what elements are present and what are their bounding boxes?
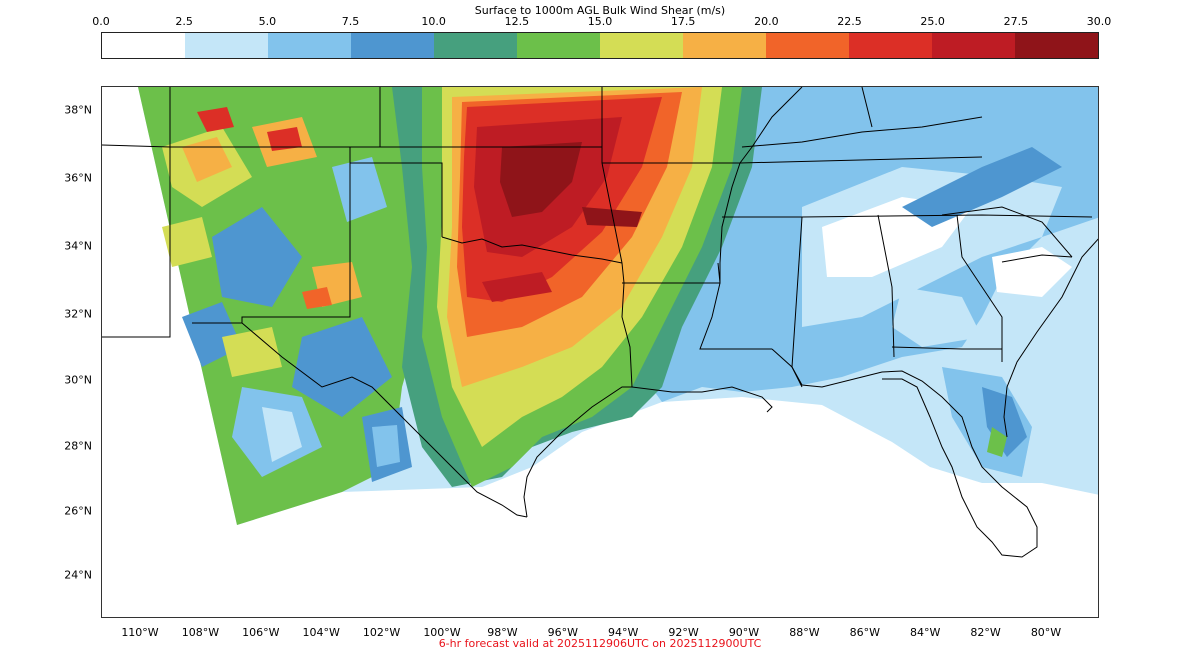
colorbar-tick-label: 2.5 — [175, 15, 193, 28]
colorbar-tick-label: 17.5 — [670, 15, 696, 28]
colorbar-tick-labels: 0.0 2.5 5.0 7.5 10.0 12.5 15.0 17.5 20.0 22.5 25.0… — [0, 15, 1200, 29]
field-west-speckle — [162, 107, 412, 482]
coastlines — [192, 238, 1098, 558]
colorbar-tick-label: 12.5 — [504, 15, 530, 28]
colorbar-segment — [268, 33, 351, 58]
colorbar-segment — [102, 33, 185, 58]
latitude-label: 26°N — [64, 504, 92, 518]
colorbar-segment — [1015, 33, 1098, 58]
longitude-label: 92°W — [668, 626, 699, 639]
longitude-label: 86°W — [849, 626, 880, 639]
longitude-label: 88°W — [789, 626, 820, 639]
colorbar-tick-label: 27.5 — [1003, 15, 1029, 28]
colorbar-tick-label: 30.0 — [1086, 15, 1112, 28]
latitude-label: 36°N — [64, 171, 92, 185]
colorbar-segment — [600, 33, 683, 58]
wind-shear-map — [102, 87, 1098, 558]
longitude-label: 108°W — [181, 626, 220, 639]
longitude-label: 90°W — [728, 626, 760, 639]
colorbar-tick-label: 25.0 — [920, 15, 945, 28]
shear-field — [138, 87, 1098, 525]
longitude-label: 98°W — [487, 626, 518, 639]
forecast-caption: 6-hr forecast valid at 2025112906UTC on … — [438, 637, 762, 650]
field-core-maroon — [500, 142, 582, 217]
longitude-label: 102°W — [362, 626, 401, 639]
longitude-label: 82°W — [970, 626, 1001, 639]
colorbar-tick-label: 20.0 — [754, 15, 779, 28]
colorbar-tick-label: 15.0 — [587, 15, 613, 28]
latitude-label: 30°N — [64, 373, 92, 387]
colorbar-tick-label: 7.5 — [341, 15, 360, 28]
longitude-label: 80°W — [1030, 626, 1062, 639]
colorbar — [101, 32, 1099, 59]
latitude-label: 34°N — [64, 239, 92, 253]
longitude-label: 94°W — [608, 626, 639, 639]
latitude-label: 28°N — [64, 439, 92, 453]
longitude-label: 106°W — [242, 626, 280, 639]
map-frame — [101, 86, 1099, 618]
colorbar-segment — [766, 33, 849, 58]
longitude-label: 100°W — [423, 626, 461, 639]
longitude-label: 96°W — [547, 626, 578, 639]
latitude-label: 38°N — [64, 103, 92, 117]
colorbar-segment — [683, 33, 766, 58]
colorbar-segment — [849, 33, 932, 58]
colorbar-segment — [517, 33, 600, 58]
colorbar-tick-label: 10.0 — [421, 15, 446, 28]
longitude-label: 84°W — [910, 626, 941, 639]
latitude-label: 24°N — [64, 568, 92, 582]
longitude-label: 104°W — [302, 626, 340, 639]
colorbar-tick-label: 5.0 — [258, 15, 277, 28]
colorbar-tick-label: 22.5 — [837, 15, 862, 28]
colorbar-segment — [434, 33, 517, 58]
colorbar-title: Surface to 1000m AGL Bulk Wind Shear (m/… — [474, 4, 726, 17]
latitude-label: 32°N — [64, 307, 92, 321]
longitude-label: 110°W — [121, 626, 159, 639]
colorbar-segment — [185, 33, 268, 58]
colorbar-segment — [351, 33, 434, 58]
colorbar-tick-label: 0.0 — [92, 15, 110, 28]
colorbar-segment — [932, 33, 1015, 58]
